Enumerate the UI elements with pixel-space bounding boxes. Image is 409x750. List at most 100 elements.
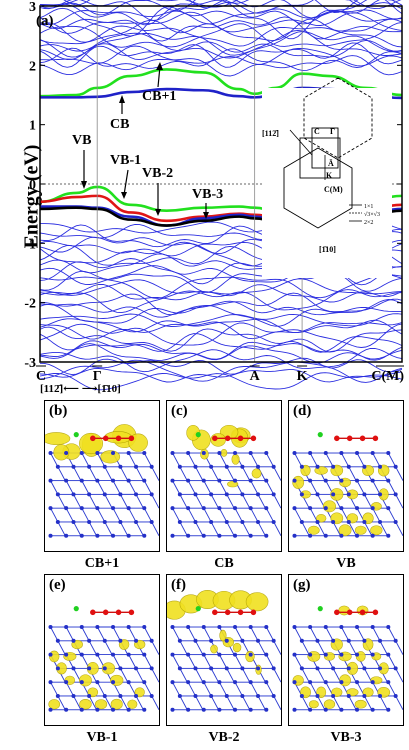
background-band-valence xyxy=(40,278,403,296)
structure-panel-6: (g) xyxy=(288,574,404,726)
panel-label: (f) xyxy=(171,577,186,593)
background-band-conduction xyxy=(39,31,403,58)
lattice-atoms xyxy=(170,450,276,538)
y-tick-label: 3 xyxy=(29,0,36,15)
background-band-valence xyxy=(39,343,403,364)
annotation-vb3: VB-3 xyxy=(192,187,223,219)
background-band-conduction xyxy=(39,11,403,34)
structure-panel-3: (d) xyxy=(288,400,404,552)
y-tick-label: -3 xyxy=(24,356,36,371)
k-point-label: C(M) xyxy=(371,369,404,384)
charge-density xyxy=(167,590,269,675)
adatom xyxy=(317,606,323,612)
panel-label: (g) xyxy=(293,577,311,593)
annotation-vb3-text: VB-3 xyxy=(192,187,223,202)
background-band-conduction xyxy=(39,42,403,68)
y-tick-label: 1 xyxy=(29,119,36,134)
structure-panel-4: (e) xyxy=(44,574,160,726)
background-band-valence xyxy=(39,368,403,383)
k-point-label: A xyxy=(250,369,261,384)
background-bands xyxy=(39,0,403,391)
adatom xyxy=(195,606,201,612)
inset-label-cm: C(M) xyxy=(324,185,343,194)
annotation-vb2: VB-2 xyxy=(142,166,173,216)
x-ticks: C Γ A K C(M) xyxy=(36,365,404,384)
surface-chain xyxy=(195,606,257,616)
panel-caption: VB-2 xyxy=(208,730,240,745)
lattice-atoms xyxy=(292,624,398,712)
surface-chain xyxy=(317,606,379,616)
inset-label-112: [112̄] xyxy=(262,129,279,138)
adatom xyxy=(317,432,323,438)
surface-chain xyxy=(195,432,257,442)
inset-legend-2x2: 2×2 xyxy=(364,220,373,226)
structure-panel-5: (f) xyxy=(166,574,282,726)
surface-chain xyxy=(73,432,135,442)
surface-chain xyxy=(73,606,135,616)
brillouin-zone-inset: [112̄] K Ā C(M) [1̄10] Γ C 1×1 √3×√3 2×2 xyxy=(262,77,392,278)
atomic-structure-image xyxy=(292,605,403,712)
background-band-conduction xyxy=(39,18,403,43)
background-band-conduction xyxy=(39,16,403,42)
background-band-conduction xyxy=(39,22,403,48)
background-band-conduction xyxy=(40,45,403,67)
panel-label: (b) xyxy=(49,403,68,419)
lattice-atoms xyxy=(292,450,398,538)
inset-label-gamma: Γ xyxy=(330,127,335,136)
panel-caption: CB+1 xyxy=(84,556,120,571)
inset-legend-1x1: 1×1 xyxy=(364,204,373,210)
y-tick-label: -1 xyxy=(24,237,36,252)
k-point-label: K xyxy=(297,369,308,384)
background-band-valence xyxy=(39,357,403,376)
adatom xyxy=(73,432,79,438)
annotation-vb1-text: VB-1 xyxy=(110,153,141,168)
y-tick-label: -2 xyxy=(24,297,36,312)
panel-label: (e) xyxy=(49,577,66,593)
y-ticks: 3 2 1 0 -1 -2 -3 xyxy=(24,0,402,371)
inset-label-c: C xyxy=(314,127,320,136)
y-tick-label: 0 xyxy=(29,178,36,193)
panel-label: (c) xyxy=(171,403,188,419)
k-point-label: C xyxy=(36,369,46,384)
background-band-conduction xyxy=(39,39,403,61)
annotation-cb: CB xyxy=(110,95,129,132)
annotation-vb: VB xyxy=(72,133,91,189)
background-band-valence xyxy=(39,283,403,303)
lattice-bonds xyxy=(50,626,159,711)
background-band-valence xyxy=(39,318,403,334)
background-band-valence xyxy=(39,319,403,340)
background-band-valence xyxy=(39,359,403,383)
background-band-conduction xyxy=(39,47,403,71)
structure-panel-1: (b) xyxy=(44,400,160,552)
inset-legend-sqrt3: √3×√3 xyxy=(364,211,380,218)
structure-panel-2: (c) xyxy=(166,400,282,552)
lattice-bonds xyxy=(172,452,281,537)
atomic-structure-image xyxy=(48,606,159,712)
background-band-conduction xyxy=(39,0,403,26)
panel-caption: VB-1 xyxy=(86,730,118,745)
background-band-valence xyxy=(39,347,403,373)
annotation-vb2-text: VB-2 xyxy=(142,166,173,181)
panel-label: (d) xyxy=(293,403,312,419)
atomic-structure-image xyxy=(170,424,281,538)
background-band-valence xyxy=(39,326,403,353)
panel-a-label: (a) xyxy=(36,13,54,29)
adatom xyxy=(195,432,201,438)
panel-caption: VB xyxy=(336,556,356,571)
charge-density xyxy=(45,424,148,464)
panel-caption: VB-3 xyxy=(330,730,362,745)
background-band-valence xyxy=(39,333,403,353)
background-band-valence xyxy=(39,299,403,318)
annotation-cb-text: CB xyxy=(110,117,129,132)
inset-legend: 1×1 √3×√3 2×2 xyxy=(349,204,380,226)
panel-caption: CB xyxy=(214,556,234,571)
background-band-valence xyxy=(39,303,403,327)
lattice-bonds xyxy=(50,452,159,537)
adatom xyxy=(73,606,79,612)
lattice-atoms xyxy=(48,624,154,712)
annotation-vb-text: VB xyxy=(72,133,91,148)
annotation-cb1-text: CB+1 xyxy=(142,89,176,104)
background-band-conduction xyxy=(39,0,403,16)
lattice-bonds xyxy=(172,626,281,711)
